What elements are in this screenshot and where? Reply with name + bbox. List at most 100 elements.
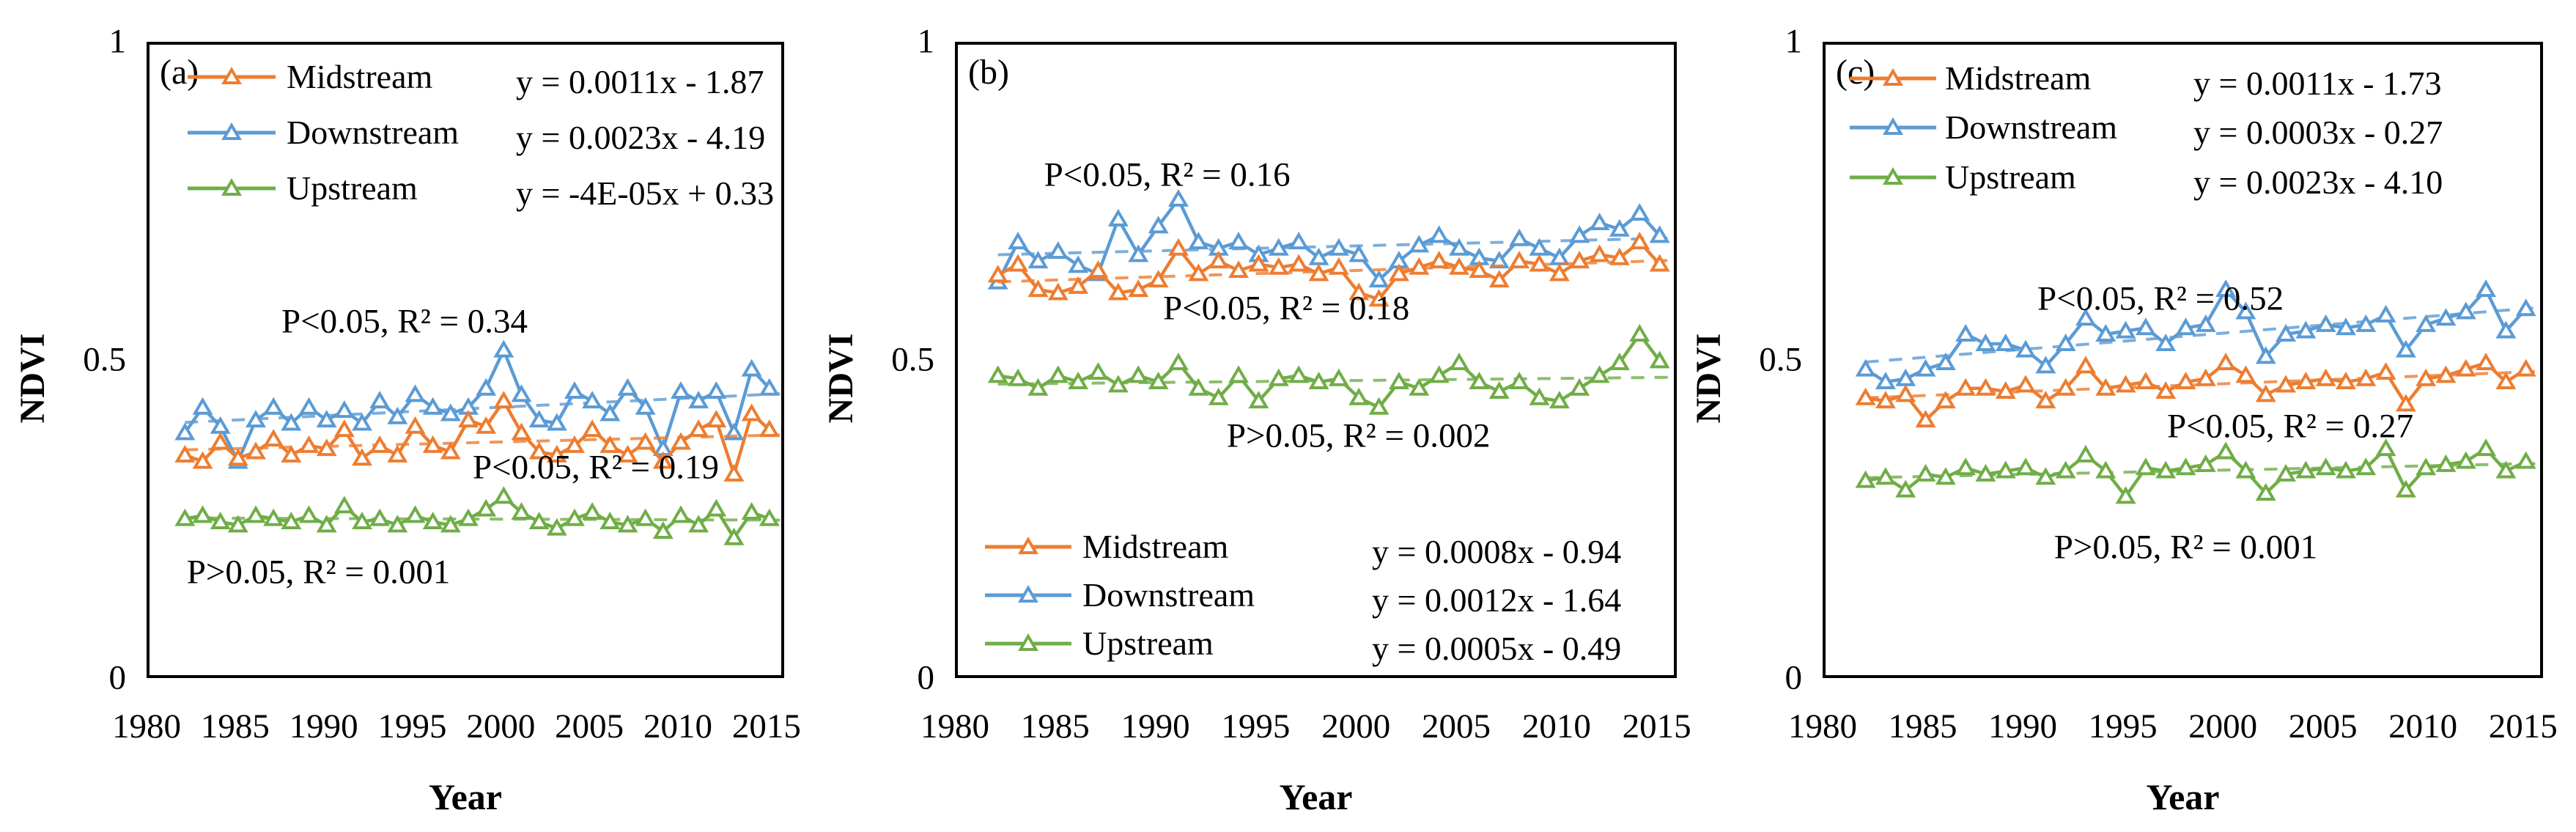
legend-downstream-equation: y = 0.0003x - 0.27 [2193,114,2443,151]
upstream-marker [1915,463,1936,482]
downstream-marker [1148,216,1169,234]
downstream-marker [2035,356,2056,374]
midstream-marker [2515,358,2536,377]
upstream-marker [476,498,497,517]
downstream-marker [1167,188,1189,207]
panel-c-y-tick-0.5: 0.5 [1759,340,1802,379]
upstream-marker [263,508,284,526]
downstream-trend-line [1865,306,2539,364]
midstream-marker [582,419,603,438]
downstream-marker [1047,241,1069,259]
midstream-marker [2035,391,2056,409]
panel-a-y-tick-0.5: 0.5 [83,340,126,379]
midstream-marker [1128,279,1149,298]
upstream-marker [635,508,656,526]
downstream-marker [1995,333,2016,351]
midstream-marker [2395,394,2416,412]
downstream-marker [2155,333,2177,351]
upstream-marker [1188,378,1209,396]
downstream-marker [1589,213,1610,231]
midstream-marker [281,444,302,463]
panel-c-annotation-1: P<0.05, R² = 0.27 [2166,407,2414,446]
midstream-marker [1995,381,2016,400]
upstream-marker [1248,391,1269,409]
upstream-marker [1008,368,1029,386]
upstream-marker [2355,457,2377,476]
upstream-marker [2295,460,2317,479]
downstream-marker [2395,339,2416,358]
downstream-marker [2255,346,2276,364]
downstream-marker [263,397,284,415]
midstream-marker [2315,368,2336,386]
panel-c-series-upstream [1855,438,2539,504]
downstream-marker [2215,279,2237,298]
midstream-marker [2476,353,2497,370]
upstream-marker [2476,438,2497,457]
downstream-marker [2195,314,2216,332]
panel-c-letter: (c) [1836,53,1875,92]
upstream-marker [1388,372,1409,390]
midstream-marker [1975,378,1996,396]
midstream-marker [2015,375,2037,393]
upstream-marker [688,515,709,533]
midstream-marker [1935,391,1956,409]
panel-b-x-tick-2010: 2010 [1521,707,1591,746]
panel-a-x-tick-1990: 1990 [289,707,358,746]
downstream-marker [1288,232,1310,250]
midstream-marker [671,432,691,450]
upstream-marker [617,515,638,533]
upstream-marker [2395,479,2416,498]
midstream-marker [1509,251,1530,269]
midstream-marker [1107,282,1129,301]
upstream-markers [174,486,780,545]
midstream-marker [2255,384,2276,402]
upstream-marker [2195,454,2216,472]
upstream-marker [528,512,550,529]
midstream-marker [1068,276,1089,294]
legend-midstream-marker [188,67,276,84]
downstream-marker [192,397,213,415]
downstream-marker [2416,314,2437,332]
downstream-marker [1569,225,1590,243]
panel-b-x-tick-2015: 2015 [1622,707,1691,746]
legend-upstream-label: Upstream [287,169,418,207]
midstream-marker [2355,368,2377,386]
upstream-marker [1328,368,1349,386]
upstream-marker [1068,372,1089,390]
downstream-marker [1348,244,1370,262]
upstream-marker [210,512,231,529]
midstream-marker [2135,372,2156,390]
upstream-marker [2495,460,2517,479]
panel-c-x-tick-2010: 2010 [2388,707,2458,746]
midstream-marker [2155,381,2177,400]
downstream-marker [440,403,461,421]
midstream-line [1865,361,2527,422]
midstream-marker [493,391,514,409]
legend-downstream-marker [188,122,276,140]
midstream-marker [263,429,284,447]
midstream-marker [2435,365,2457,383]
downstream-marker [1449,238,1470,256]
upstream-marker [2115,486,2136,504]
midstream-marker [1955,378,1977,396]
upstream-marker [2075,444,2096,463]
midstream-marker [1027,279,1049,298]
downstream-marker [1188,232,1209,250]
panel-c-x-tick-2015: 2015 [2488,707,2558,746]
midstream-marker [1855,387,1876,405]
downstream-marker [1529,238,1550,256]
midstream-marker [2235,365,2256,383]
upstream-line [184,495,770,540]
panel-b-y-tick-0: 0 [917,658,935,697]
upstream-marker [405,505,426,523]
midstream-marker [652,451,673,469]
midstream-marker [1589,244,1610,262]
upstream-marker [1228,365,1250,383]
midstream-marker [1348,282,1370,301]
panel-a-x-tick-2000: 2000 [466,707,536,746]
upstream-marker [1368,397,1390,415]
panel-a-x-axis-title: Year [429,776,502,817]
upstream-marker [2276,463,2297,482]
downstream-marker [2235,301,2256,320]
downstream-marker [2075,308,2096,326]
